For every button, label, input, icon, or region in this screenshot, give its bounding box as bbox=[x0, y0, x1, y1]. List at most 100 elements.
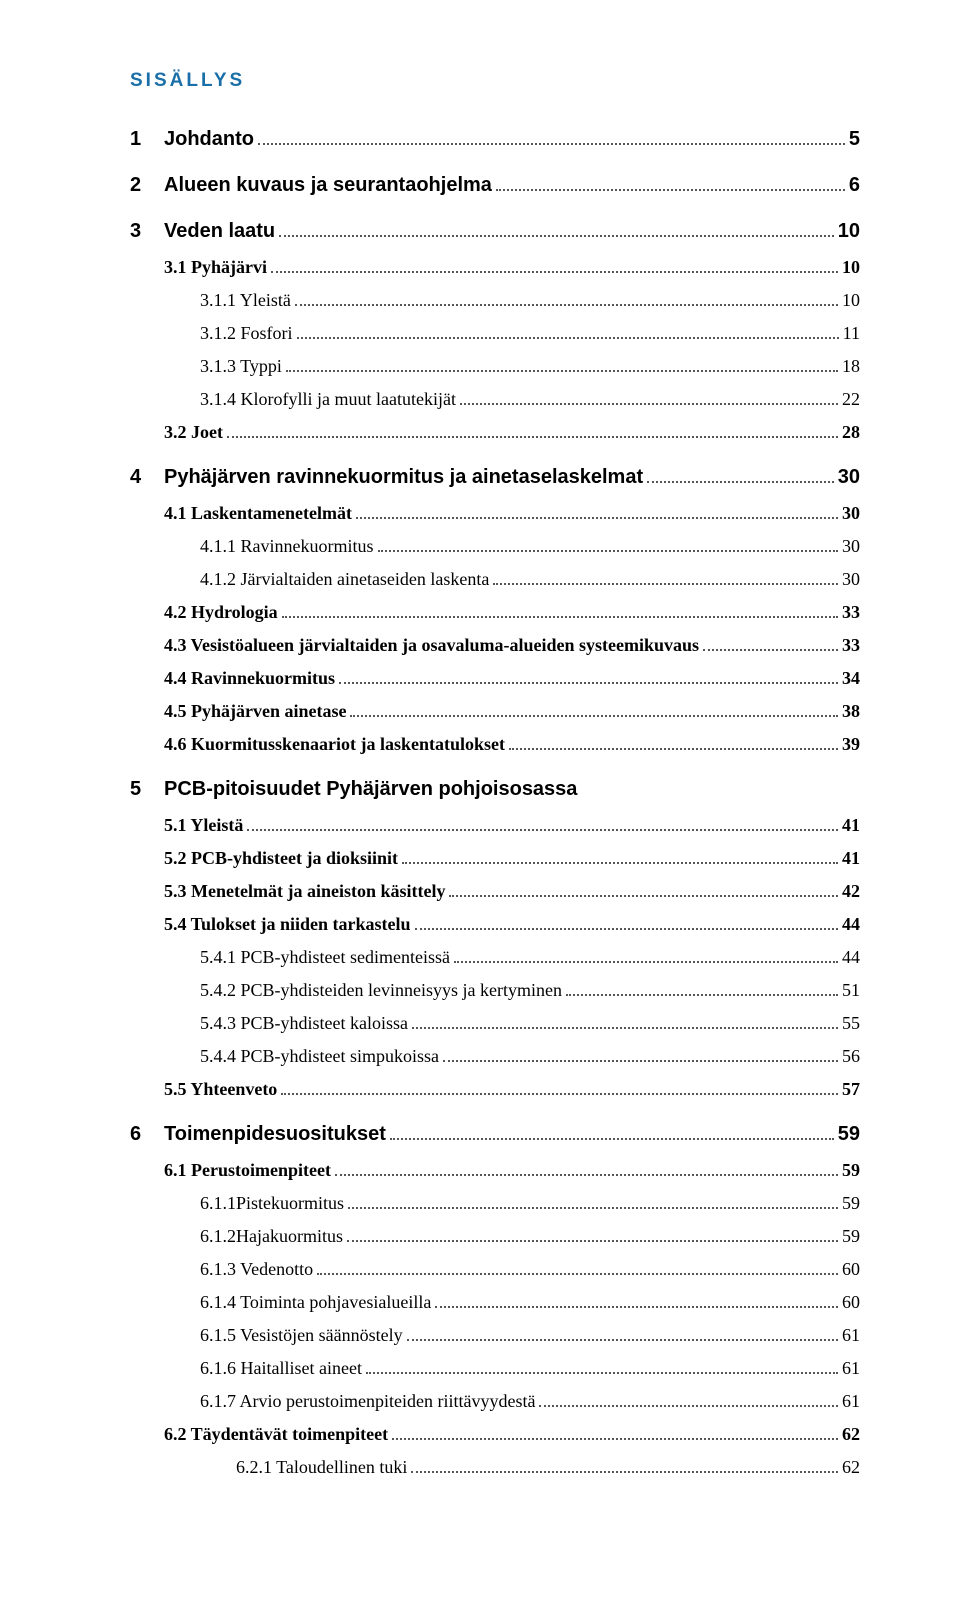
toc-entry: 4.1.2 Järvialtaiden ainetaseiden laskent… bbox=[130, 566, 860, 593]
entry-label: 4.6 Kuormitusskenaariot ja laskentatulok… bbox=[164, 731, 505, 758]
toc-entry: 4.4 Ravinnekuormitus 34 bbox=[130, 665, 860, 692]
dot-leader bbox=[335, 1174, 838, 1176]
dot-leader bbox=[493, 583, 838, 585]
toc-entry: 3.1 Pyhäjärvi 10 bbox=[130, 254, 860, 281]
entry-number: 2 bbox=[130, 170, 164, 200]
entry-page: 44 bbox=[842, 911, 860, 938]
entry-label: 6.1 Perustoimenpiteet bbox=[164, 1157, 331, 1184]
dot-leader bbox=[286, 370, 838, 372]
entry-label: 4.4 Ravinnekuormitus bbox=[164, 665, 335, 692]
dot-leader bbox=[539, 1405, 838, 1407]
toc-entry: 4.2 Hydrologia33 bbox=[130, 599, 860, 626]
dot-leader bbox=[271, 271, 838, 273]
dot-leader bbox=[460, 403, 838, 405]
toc-entry: 3.2 Joet 28 bbox=[130, 419, 860, 446]
entry-page: 44 bbox=[842, 944, 860, 971]
dot-leader bbox=[402, 862, 838, 864]
entry-label: 5.3 Menetelmät ja aineiston käsittely bbox=[164, 878, 445, 905]
dot-leader bbox=[392, 1438, 838, 1440]
entry-label: 4.2 Hydrologia bbox=[164, 599, 278, 626]
dot-leader bbox=[348, 1207, 838, 1209]
entry-label: 6.1.4 Toiminta pohjavesialueilla bbox=[200, 1289, 431, 1316]
entry-label: Veden laatu bbox=[164, 216, 275, 246]
entry-label: 3.2 Joet bbox=[164, 419, 223, 446]
entry-page: 56 bbox=[842, 1043, 860, 1070]
entry-page: 61 bbox=[842, 1388, 860, 1415]
dot-leader bbox=[279, 235, 834, 237]
entry-page: 33 bbox=[842, 632, 860, 659]
toc-entry: 5PCB-pitoisuudet Pyhäjärven pohjoisosass… bbox=[130, 774, 860, 804]
entry-label: 5.4 Tulokset ja niiden tarkastelu bbox=[164, 911, 411, 938]
entry-page: 61 bbox=[842, 1322, 860, 1349]
entry-label: 4.1 Laskentamenetelmät bbox=[164, 500, 352, 527]
entry-page: 11 bbox=[843, 320, 860, 347]
toc-entry: 4Pyhäjärven ravinnekuormitus ja ainetase… bbox=[130, 462, 860, 492]
entry-label: 6.1.5 Vesistöjen säännöstely bbox=[200, 1322, 403, 1349]
entry-label: Alueen kuvaus ja seurantaohjelma bbox=[164, 170, 492, 200]
dot-leader bbox=[496, 189, 845, 191]
entry-page: 51 bbox=[842, 977, 860, 1004]
toc-entry: 6.1.1Pistekuormitus59 bbox=[130, 1190, 860, 1217]
entry-number: 5 bbox=[130, 774, 164, 804]
toc-entry: 3.1.1 Yleistä10 bbox=[130, 287, 860, 314]
entry-page: 57 bbox=[842, 1076, 860, 1103]
entry-page: 22 bbox=[842, 386, 860, 413]
dot-leader bbox=[390, 1138, 834, 1140]
entry-page: 28 bbox=[842, 419, 860, 446]
entry-label: 4.1.1 Ravinnekuormitus bbox=[200, 533, 374, 560]
entry-label: 6.1.3 Vedenotto bbox=[200, 1256, 313, 1283]
entry-number: 3 bbox=[130, 216, 164, 246]
entry-page: 62 bbox=[842, 1454, 860, 1481]
entry-label: 3.1.3 Typpi bbox=[200, 353, 282, 380]
toc-entry: 5.3 Menetelmät ja aineiston käsittely 42 bbox=[130, 878, 860, 905]
entry-page: 30 bbox=[842, 566, 860, 593]
toc-entry: 4.1.1 Ravinnekuormitus30 bbox=[130, 533, 860, 560]
toc-title: SISÄLLYS bbox=[130, 70, 860, 92]
dot-leader bbox=[411, 1471, 838, 1473]
toc-entry: 5.4 Tulokset ja niiden tarkastelu 44 bbox=[130, 911, 860, 938]
entry-page: 34 bbox=[842, 665, 860, 692]
entry-label: Johdanto bbox=[164, 124, 254, 154]
entry-page: 10 bbox=[838, 216, 860, 246]
dot-leader bbox=[366, 1372, 838, 1374]
toc-entry: 5.2 PCB-yhdisteet ja dioksiinit 41 bbox=[130, 845, 860, 872]
dot-leader bbox=[449, 895, 838, 897]
entry-label: 3.1 Pyhäjärvi bbox=[164, 254, 267, 281]
toc-entry: 2Alueen kuvaus ja seurantaohjelma6 bbox=[130, 170, 860, 200]
entry-label: PCB-pitoisuudet Pyhäjärven pohjoisosassa bbox=[164, 774, 577, 804]
toc-entry: 6.1 Perustoimenpiteet59 bbox=[130, 1157, 860, 1184]
dot-leader bbox=[415, 928, 838, 930]
toc-entry: 6.2.1 Taloudellinen tuki 62 bbox=[130, 1454, 860, 1481]
entry-label: 6.1.6 Haitalliset aineet bbox=[200, 1355, 362, 1382]
entry-page: 59 bbox=[842, 1223, 860, 1250]
entry-label: 6.1.7 Arvio perustoimenpiteiden riittävy… bbox=[200, 1388, 535, 1415]
entry-page: 41 bbox=[842, 845, 860, 872]
entry-page: 18 bbox=[842, 353, 860, 380]
entry-number: 1 bbox=[130, 124, 164, 154]
entry-label: 4.5 Pyhäjärven ainetase bbox=[164, 698, 346, 725]
entry-page: 10 bbox=[842, 254, 860, 281]
toc-entry: 3Veden laatu 10 bbox=[130, 216, 860, 246]
dot-leader bbox=[435, 1306, 838, 1308]
toc-entry: 3.1.4 Klorofylli ja muut laatutekijät22 bbox=[130, 386, 860, 413]
entry-label: 5.2 PCB-yhdisteet ja dioksiinit bbox=[164, 845, 398, 872]
toc-entry: 6Toimenpidesuositukset59 bbox=[130, 1119, 860, 1149]
entry-label: 6.2 Täydentävät toimenpiteet bbox=[164, 1421, 388, 1448]
entry-label: 5.4.3 PCB-yhdisteet kaloissa bbox=[200, 1010, 408, 1037]
entry-label: 6.2.1 Taloudellinen tuki bbox=[236, 1454, 407, 1481]
entry-number: 6 bbox=[130, 1119, 164, 1149]
entry-page: 60 bbox=[842, 1289, 860, 1316]
entry-label: Pyhäjärven ravinnekuormitus ja ainetasel… bbox=[164, 462, 643, 492]
dot-leader bbox=[282, 616, 838, 618]
toc-entry: 5.4.3 PCB-yhdisteet kaloissa55 bbox=[130, 1010, 860, 1037]
entry-page: 39 bbox=[842, 731, 860, 758]
entry-page: 42 bbox=[842, 878, 860, 905]
entry-label: 3.1.2 Fosfori bbox=[200, 320, 293, 347]
toc-entry: 4.1 Laskentamenetelmät30 bbox=[130, 500, 860, 527]
entry-page: 38 bbox=[842, 698, 860, 725]
dot-leader bbox=[297, 337, 839, 339]
toc-entry: 6.1.4 Toiminta pohjavesialueilla 60 bbox=[130, 1289, 860, 1316]
entry-label: 6.1.1Pistekuormitus bbox=[200, 1190, 344, 1217]
entry-label: 5.4.2 PCB-yhdisteiden levinneisyys ja ke… bbox=[200, 977, 562, 1004]
dot-leader bbox=[412, 1027, 838, 1029]
